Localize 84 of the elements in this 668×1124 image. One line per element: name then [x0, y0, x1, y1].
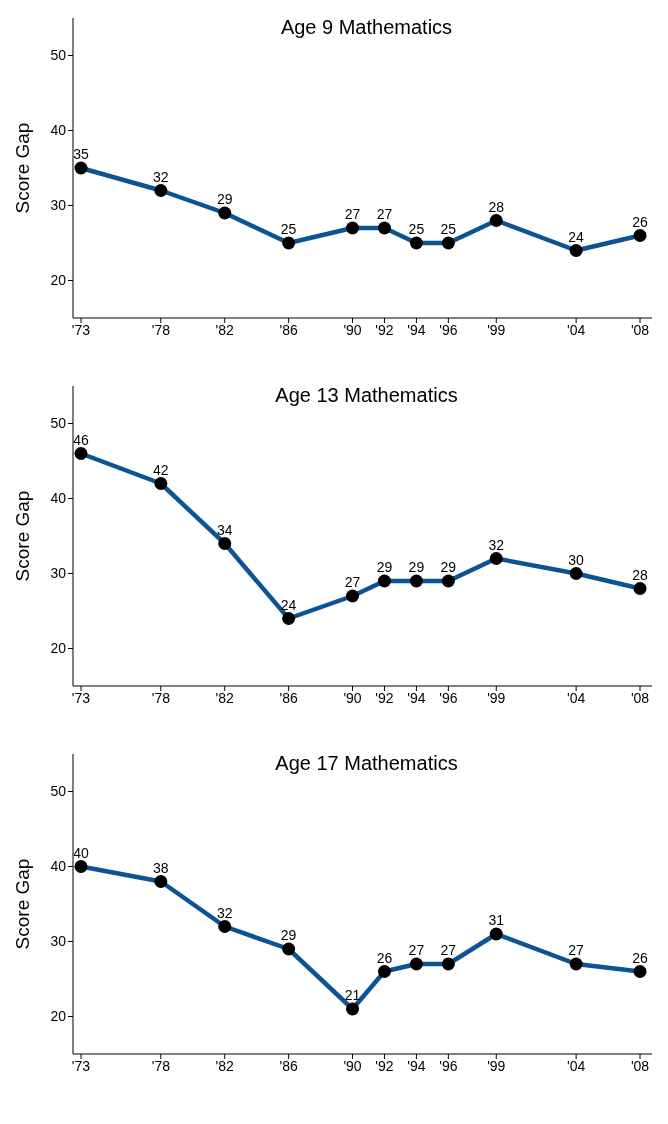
- data-label: 32: [216, 904, 233, 921]
- x-tick-label: '94: [407, 321, 426, 338]
- x-tick-label: '90: [343, 689, 362, 706]
- x-tick-label: '94: [407, 1057, 426, 1074]
- x-tick-label: '73: [71, 1057, 91, 1074]
- x-tick-label: '82: [215, 1057, 235, 1074]
- x-tick-label: '82: [215, 689, 235, 706]
- data-label: 27: [568, 942, 585, 958]
- x-tick-label: '96: [439, 689, 458, 706]
- x-tick-label: '73: [71, 689, 91, 706]
- y-tick-label: 40: [50, 858, 67, 875]
- data-label: 27: [440, 942, 457, 958]
- y-tick-label: 40: [50, 490, 67, 507]
- x-tick-label: '96: [439, 1057, 458, 1074]
- data-label: 28: [488, 198, 505, 215]
- data-label: 26: [632, 213, 649, 230]
- data-label: 21: [344, 987, 361, 1003]
- data-label: 26: [376, 949, 393, 966]
- data-label: 27: [408, 942, 425, 958]
- data-label: 38: [153, 859, 169, 876]
- data-label: 24: [280, 596, 297, 613]
- chart-title: Age 13 Mathematics: [274, 384, 459, 407]
- data-label: 46: [73, 431, 89, 448]
- x-tick-label: '99: [487, 1057, 506, 1074]
- x-tick-label: '86: [279, 1057, 298, 1074]
- data-label: 29: [408, 559, 425, 575]
- x-tick-label: '78: [151, 1057, 171, 1074]
- x-tick-label: '04: [567, 1057, 586, 1074]
- x-tick-label: '73: [71, 321, 91, 338]
- data-label: 24: [568, 228, 585, 245]
- data-label: 34: [216, 521, 233, 538]
- x-tick-label: '92: [375, 321, 394, 338]
- data-label: 27: [376, 206, 393, 222]
- data-label: 25: [408, 221, 425, 237]
- x-tick-label: '99: [487, 689, 506, 706]
- y-tick-label: 20: [50, 1008, 67, 1025]
- data-label: 40: [73, 844, 89, 861]
- data-label: 29: [440, 559, 457, 575]
- x-tick-label: '90: [343, 1057, 362, 1074]
- x-tick-label: '08: [630, 321, 650, 338]
- data-label: 25: [280, 221, 297, 237]
- x-tick-label: '04: [567, 689, 586, 706]
- x-tick-label: '78: [151, 689, 171, 706]
- x-tick-label: '08: [630, 689, 650, 706]
- x-tick-label: '94: [407, 689, 426, 706]
- y-tick-label: 30: [50, 197, 67, 214]
- data-label: 29: [216, 191, 233, 207]
- data-label: 28: [632, 566, 649, 583]
- x-tick-label: '86: [279, 689, 298, 706]
- data-label: 31: [488, 912, 505, 928]
- x-tick-label: '92: [375, 689, 394, 706]
- y-axis-title: Score Gap: [11, 490, 33, 582]
- data-label: 35: [73, 146, 89, 162]
- y-tick-label: 30: [50, 933, 67, 950]
- y-tick-label: 30: [50, 565, 67, 582]
- x-tick-label: '90: [343, 321, 362, 338]
- y-tick-label: 50: [50, 783, 67, 800]
- y-tick-label: 50: [50, 47, 67, 64]
- y-axis-title: Score Gap: [11, 122, 33, 214]
- data-label: 30: [568, 551, 585, 568]
- x-tick-label: '08: [630, 1057, 650, 1074]
- y-tick-label: 20: [50, 640, 67, 657]
- data-label: 26: [632, 949, 649, 966]
- data-label: 25: [440, 221, 457, 237]
- y-tick-label: 20: [50, 272, 67, 289]
- y-tick-label: 40: [50, 122, 67, 139]
- x-tick-label: '04: [567, 321, 586, 338]
- chart-title: Age 17 Mathematics: [274, 752, 459, 775]
- y-axis-title: Score Gap: [11, 858, 33, 950]
- x-tick-label: '78: [151, 321, 171, 338]
- data-label: 27: [344, 574, 361, 590]
- y-tick-label: 50: [50, 415, 67, 432]
- x-tick-label: '96: [439, 321, 458, 338]
- data-label: 32: [488, 536, 505, 553]
- x-tick-label: '82: [215, 321, 235, 338]
- data-label: 27: [344, 206, 361, 222]
- data-label: 29: [280, 927, 297, 943]
- data-label: 42: [153, 461, 169, 478]
- data-label: 29: [376, 559, 393, 575]
- x-tick-label: '99: [487, 321, 506, 338]
- x-tick-label: '92: [375, 1057, 394, 1074]
- chart-title: Age 9 Mathematics: [279, 16, 454, 39]
- data-label: 32: [153, 168, 169, 185]
- x-tick-label: '86: [279, 321, 298, 338]
